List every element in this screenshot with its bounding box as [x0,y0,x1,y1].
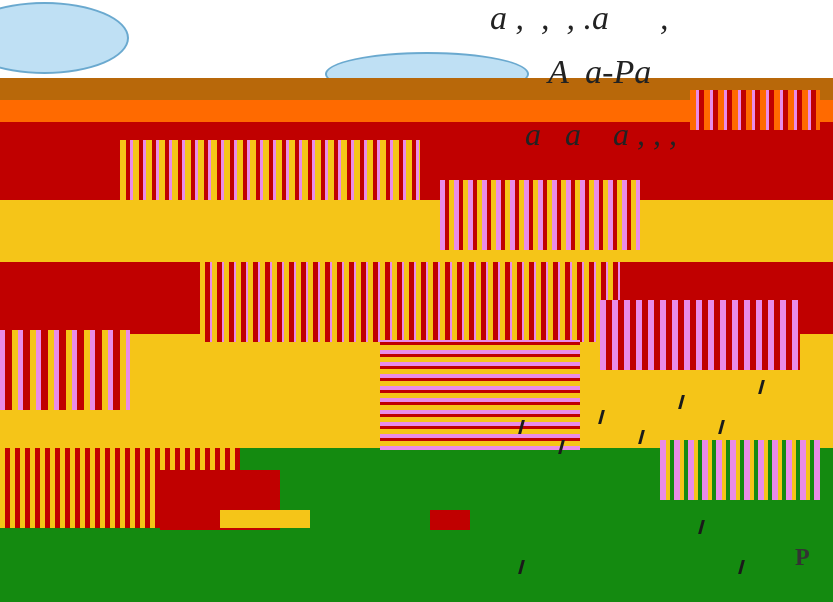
glitch-block [120,140,420,200]
band-brown [0,78,833,100]
glitch-block [200,262,620,342]
caption-line-1: a , , , .a , [490,0,669,37]
corner-letter: P [795,545,810,571]
glitch-block [600,300,800,370]
glitch-block [660,440,820,500]
caption-line-3: a a a , , , [525,116,677,152]
glitch-block [690,90,820,130]
band-yellow-upper [0,200,833,262]
glitch-block [0,330,130,410]
glitch-block [430,510,470,530]
caption-line-2: A a-Pa [548,54,652,91]
glitch-block [220,510,310,528]
glitch-block [440,180,640,250]
band-orange [0,100,833,122]
glitch-block [380,340,580,450]
